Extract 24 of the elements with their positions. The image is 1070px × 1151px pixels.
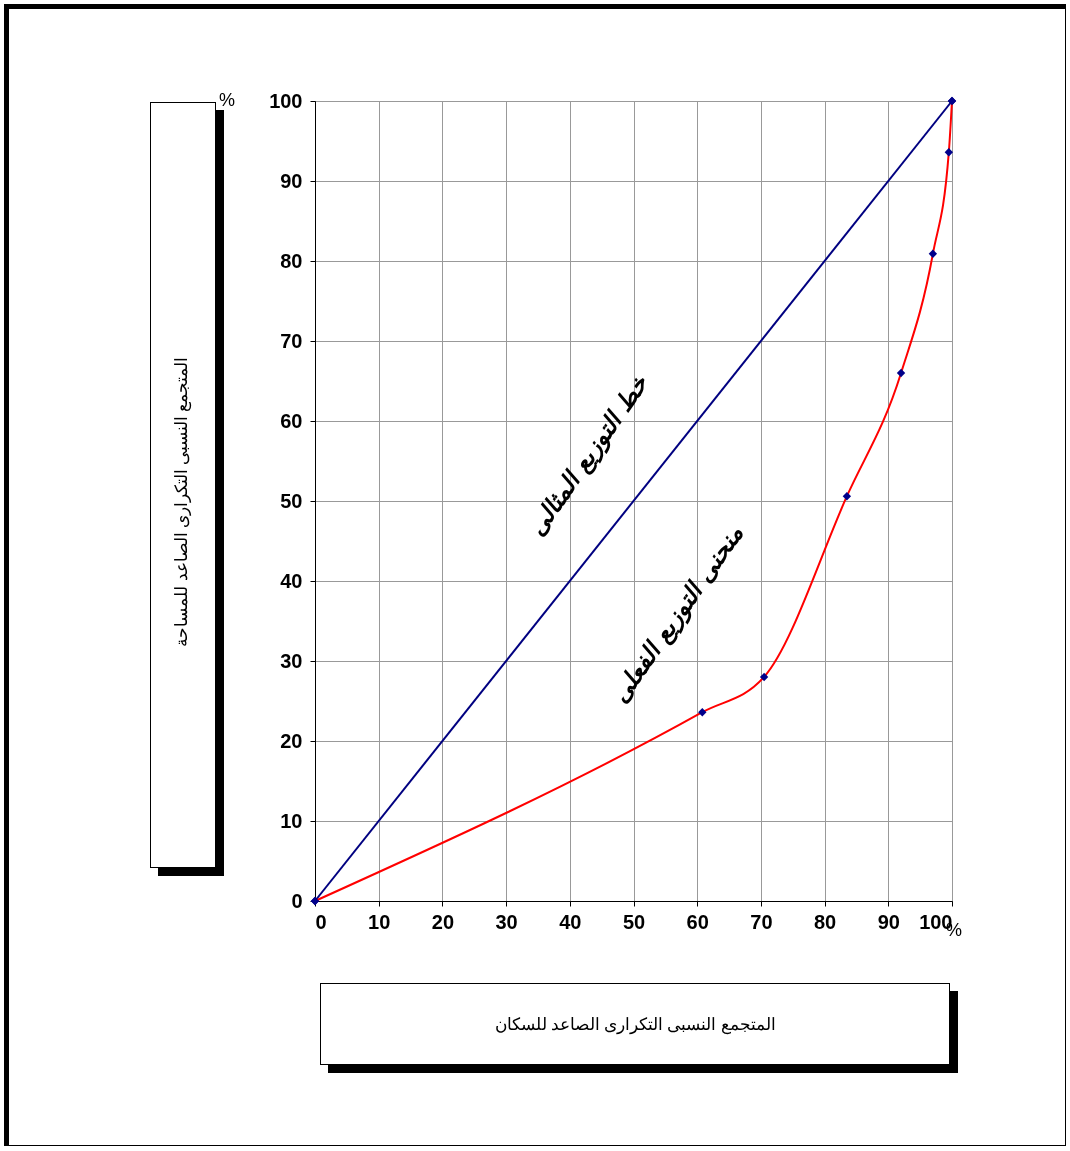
y-tick-label: 40 xyxy=(280,569,303,592)
y-axis-title: المتجمع النسبى التكرارى الصاعد للمساحة xyxy=(172,356,193,647)
x-tick-label: 0 xyxy=(315,910,327,933)
text: % xyxy=(218,90,236,110)
x-tick-label: 50 xyxy=(622,910,646,933)
y-tick-label: 70 xyxy=(280,329,303,352)
y-tick-label: 50 xyxy=(280,489,303,512)
x-tick-label: 60 xyxy=(686,910,709,933)
x-tick-label: 30 xyxy=(495,910,518,933)
x-axis-title: المتجمع النسبى التكرارى الصاعد للسكان xyxy=(494,1013,776,1035)
y-tick-label: 90 xyxy=(280,169,303,192)
x-tick-label: 70 xyxy=(750,910,773,933)
y-tick-label: 100 xyxy=(269,89,303,112)
x-tick-label: 20 xyxy=(431,910,455,933)
y-tick-label: 30 xyxy=(280,649,303,672)
x-tick-label: 40 xyxy=(559,910,582,933)
y-tick-label: 0 xyxy=(291,889,303,912)
y-tick-label: 60 xyxy=(280,409,303,432)
y-tick-label: 10 xyxy=(280,809,303,832)
x-tick-label: 90 xyxy=(877,910,900,933)
x-tick-label: 10 xyxy=(368,910,391,933)
y-tick-label: 20 xyxy=(280,729,303,752)
y-tick-label: 80 xyxy=(280,249,303,272)
x-tick-label: 80 xyxy=(813,910,837,933)
